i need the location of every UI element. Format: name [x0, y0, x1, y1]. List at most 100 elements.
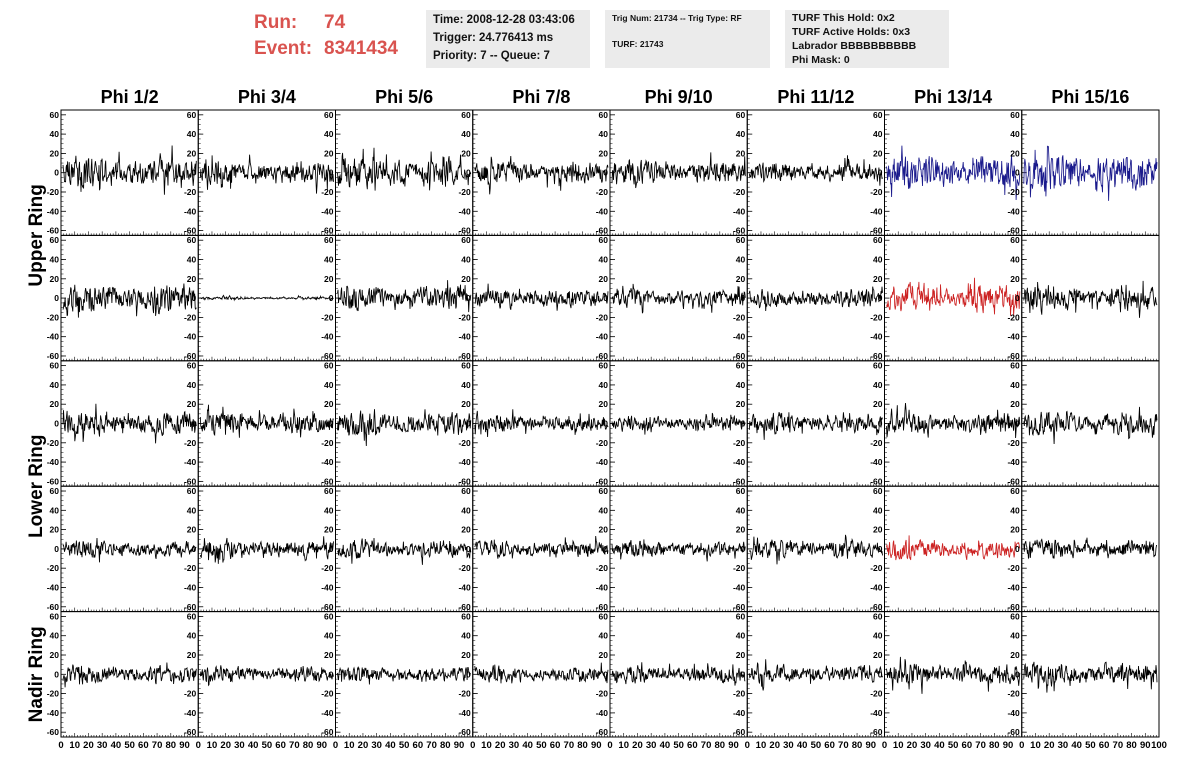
x-tick-label: 10 — [344, 740, 355, 751]
y-tick-label: -40 — [1007, 582, 1020, 592]
x-tick-label: 50 — [1085, 740, 1096, 751]
y-tick-label: -20 — [733, 563, 746, 573]
waveform-r3-c8 — [1023, 406, 1158, 445]
waveform-r2-c3 — [337, 280, 472, 313]
y-tick-label: -60 — [733, 351, 746, 361]
x-tick-label: 70 — [152, 740, 163, 751]
panel-frame-r4-c1 — [60, 485, 199, 613]
x-tick-label: 30 — [371, 740, 382, 751]
y-tick-label: 0 — [878, 544, 883, 554]
column-title-8: Phi 15/16 — [1051, 87, 1129, 107]
waveform-r4-c8 — [1023, 537, 1157, 560]
y-tick-label: 0 — [878, 168, 883, 178]
y-tick-label: 60 — [461, 361, 471, 371]
waveform-r1-c4 — [474, 155, 609, 195]
panel-frame-r4-c5 — [609, 485, 748, 613]
waveform-r5-c2 — [199, 665, 334, 687]
y-tick-label: 60 — [324, 361, 334, 371]
waveform-r4-c3 — [337, 537, 472, 565]
y-tick-label: 0 — [466, 293, 471, 303]
ring-label-3: Nadir Ring — [26, 626, 47, 722]
run-label: Run: — [254, 12, 298, 33]
y-tick-label: 60 — [50, 110, 60, 120]
y-tick-label: 40 — [599, 380, 609, 390]
x-tick-label: 60 — [687, 740, 698, 751]
y-tick-label: -40 — [458, 206, 471, 216]
column-title-4: Phi 7/8 — [512, 87, 570, 107]
x-tick-label: 80 — [303, 740, 314, 751]
y-tick-label: -60 — [47, 351, 60, 361]
y-tick-label: -40 — [47, 206, 60, 216]
waveform-r5-c8 — [1023, 661, 1158, 693]
waveform-r3-c2 — [199, 404, 334, 438]
waveform-r4-c2 — [199, 536, 334, 564]
y-tick-label: -40 — [870, 457, 883, 467]
y-tick-label: 40 — [1010, 505, 1020, 515]
y-tick-label: -40 — [47, 582, 60, 592]
y-tick-label: -40 — [184, 582, 197, 592]
y-tick-label: 60 — [873, 235, 883, 245]
y-tick-label: 20 — [873, 148, 883, 158]
y-tick-label: -20 — [733, 187, 746, 197]
x-tick-label: 10 — [756, 740, 767, 751]
y-tick-label: -40 — [184, 332, 197, 342]
y-tick-label: -40 — [184, 708, 197, 718]
y-tick-label: 40 — [736, 380, 746, 390]
x-tick-label: 30 — [234, 740, 245, 751]
y-tick-label: -60 — [184, 226, 197, 236]
x-tick-label: 30 — [97, 740, 108, 751]
y-tick-label: -60 — [870, 226, 883, 236]
y-tick-label: -20 — [870, 438, 883, 448]
y-tick-label: 0 — [878, 419, 883, 429]
x-tick-label: 90 — [591, 740, 602, 751]
column-title-2: Phi 3/4 — [238, 87, 296, 107]
y-tick-label: 60 — [736, 361, 746, 371]
y-tick-label: 0 — [1015, 419, 1020, 429]
x-tick-label: 70 — [838, 740, 849, 751]
x-tick-label: 80 — [577, 740, 588, 751]
y-tick-label: 20 — [599, 148, 609, 158]
y-tick-label: -60 — [596, 351, 609, 361]
y-tick-label: -20 — [1007, 563, 1020, 573]
x-tick-label: 90 — [454, 740, 465, 751]
y-tick-label: 20 — [187, 274, 197, 284]
waveform-r2-c5 — [611, 283, 746, 314]
y-tick-label: 20 — [324, 650, 334, 660]
waveform-r5-c3 — [337, 666, 471, 685]
y-tick-label: 60 — [873, 611, 883, 621]
y-tick-label: -60 — [321, 226, 334, 236]
y-tick-label: 60 — [1010, 611, 1020, 621]
x-tick-label: 0 — [470, 740, 475, 751]
x-tick-label: 70 — [426, 740, 437, 751]
x-tick-label: 20 — [907, 740, 918, 751]
waveform-r4-c6 — [748, 534, 883, 565]
x-tick-label: 80 — [166, 740, 177, 751]
waveform-r4-c4 — [474, 535, 609, 559]
y-tick-label: -40 — [596, 206, 609, 216]
y-tick-label: -20 — [47, 312, 60, 322]
y-tick-label: 0 — [466, 544, 471, 554]
y-tick-label: -20 — [596, 438, 609, 448]
y-tick-label: 60 — [873, 110, 883, 120]
x-tick-label: 0 — [333, 740, 338, 751]
y-tick-label: 0 — [54, 419, 59, 429]
y-tick-label: 0 — [54, 544, 59, 554]
y-tick-label: -20 — [184, 563, 197, 573]
y-tick-label: 60 — [50, 611, 60, 621]
y-tick-label: -20 — [596, 187, 609, 197]
waveform-r1-c3 — [337, 147, 472, 191]
y-tick-label: -60 — [1007, 351, 1020, 361]
event-value: 8341434 — [324, 38, 398, 59]
y-tick-label: 0 — [466, 669, 471, 679]
x-tick-label: 0 — [745, 740, 750, 751]
y-tick-label: -40 — [458, 457, 471, 467]
y-tick-label: 40 — [50, 129, 60, 139]
y-tick-label: 60 — [187, 611, 197, 621]
y-tick-label: -40 — [733, 332, 746, 342]
y-tick-label: -40 — [47, 708, 60, 718]
y-tick-label: -20 — [1007, 689, 1020, 699]
y-tick-label: 60 — [187, 361, 197, 371]
y-tick-label: 40 — [873, 255, 883, 265]
y-tick-label: 20 — [324, 525, 334, 535]
y-tick-label: 0 — [54, 293, 59, 303]
